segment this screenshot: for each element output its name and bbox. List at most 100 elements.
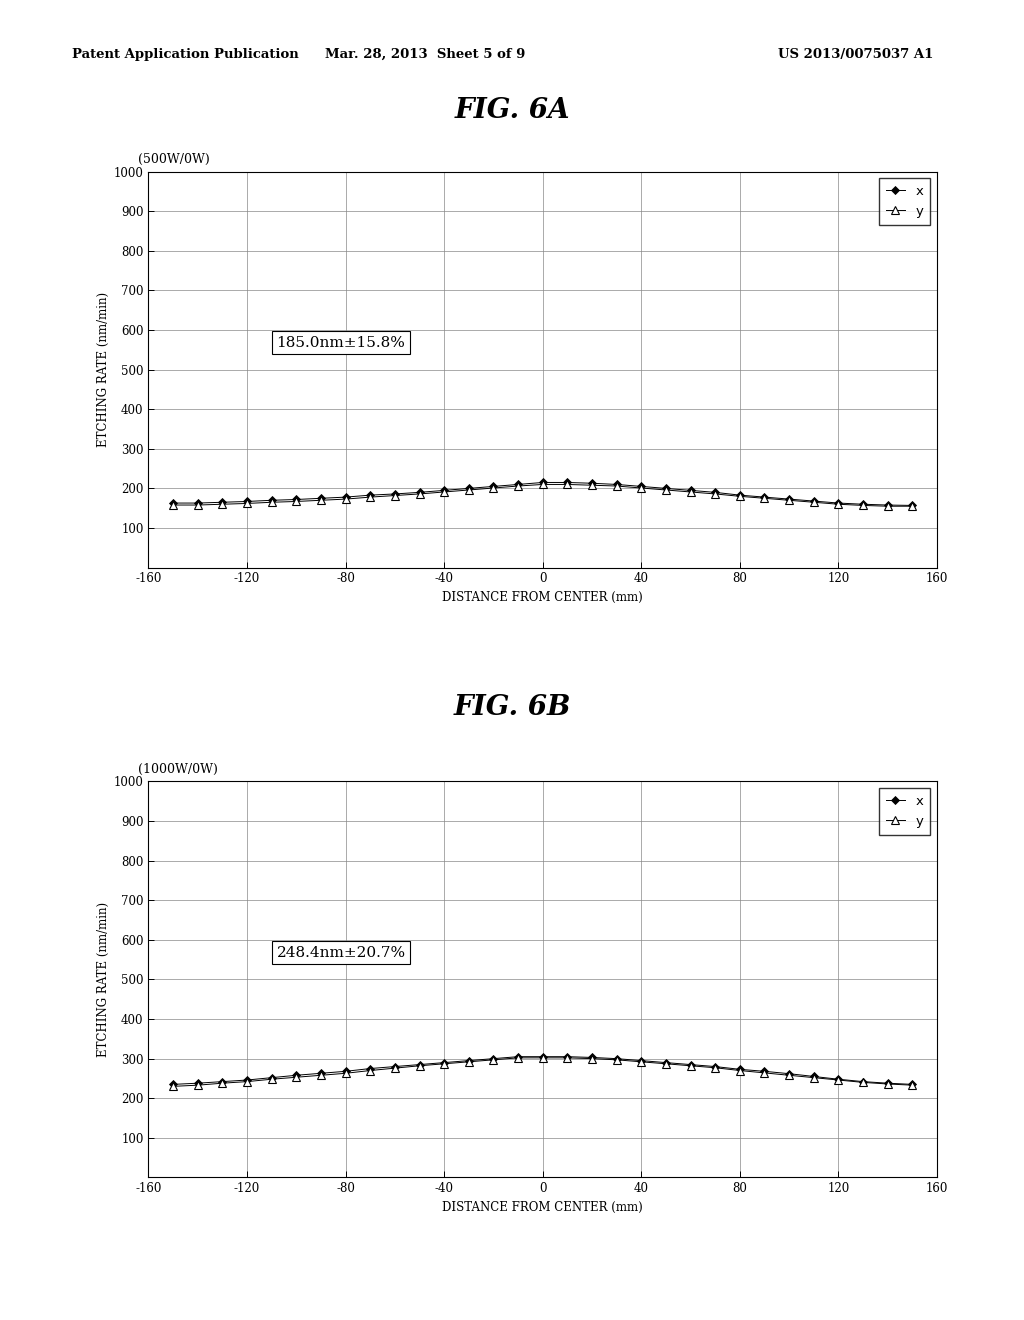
x: [759, 490, 771, 506]
x: [783, 1065, 796, 1081]
x: [414, 484, 426, 500]
x: [882, 1076, 894, 1092]
y: [709, 486, 721, 502]
Text: 185.0nm±15.8%: 185.0nm±15.8%: [276, 335, 406, 350]
y: [340, 1065, 352, 1081]
y: [167, 498, 179, 513]
x: [389, 1059, 401, 1074]
Text: (500W/0W): (500W/0W): [138, 153, 210, 166]
x: [487, 1051, 500, 1067]
x: [635, 1053, 647, 1069]
y: [808, 1069, 820, 1085]
y: [635, 480, 647, 496]
y: [241, 1073, 253, 1089]
x: [216, 494, 228, 510]
Text: FIG. 6B: FIG. 6B: [454, 694, 570, 721]
y: [783, 492, 796, 508]
y: [216, 496, 228, 512]
x: [314, 1065, 327, 1081]
Line: y: y: [169, 480, 916, 511]
y: [833, 496, 845, 512]
y: [537, 477, 549, 492]
y: [906, 1077, 919, 1093]
x: [191, 495, 204, 511]
x: [857, 1073, 869, 1089]
Legend: x, y: x, y: [879, 788, 931, 834]
x: [216, 1073, 228, 1089]
x: [537, 475, 549, 491]
y: [314, 1068, 327, 1084]
y: [882, 499, 894, 515]
x: [586, 1049, 598, 1065]
Line: x: x: [170, 479, 915, 508]
x: [561, 475, 573, 491]
y: [414, 1057, 426, 1073]
y: [438, 1056, 451, 1072]
x: [265, 492, 278, 508]
y: [389, 487, 401, 503]
x: [463, 1053, 475, 1069]
x: [314, 491, 327, 507]
y: [265, 494, 278, 510]
y: [857, 1074, 869, 1090]
x: [586, 475, 598, 491]
y: [414, 486, 426, 502]
y: [463, 482, 475, 498]
y: [759, 491, 771, 507]
y: [906, 499, 919, 515]
x: [561, 1048, 573, 1064]
y: [808, 494, 820, 510]
y: [537, 1049, 549, 1065]
y: [512, 478, 524, 494]
x: [241, 1072, 253, 1088]
y: [733, 488, 745, 504]
y: [167, 1078, 179, 1094]
Line: x: x: [170, 1053, 915, 1088]
x: [857, 496, 869, 512]
y: [241, 495, 253, 511]
x: [833, 495, 845, 511]
y: [586, 478, 598, 494]
x: [684, 1056, 696, 1072]
y: [659, 1056, 672, 1072]
x: [290, 491, 302, 507]
y: [487, 480, 500, 496]
x: [487, 479, 500, 495]
x: [808, 1069, 820, 1085]
x: [512, 477, 524, 492]
x: [191, 1076, 204, 1092]
x: [882, 498, 894, 513]
x: [241, 494, 253, 510]
x: [438, 1055, 451, 1071]
y: [191, 498, 204, 513]
y: [191, 1077, 204, 1093]
y: [857, 498, 869, 513]
y: [635, 1053, 647, 1069]
x: [709, 484, 721, 500]
x: [635, 479, 647, 495]
x: [340, 490, 352, 506]
x: [438, 483, 451, 499]
x: [709, 1059, 721, 1074]
x: [414, 1056, 426, 1072]
y: [882, 1076, 894, 1092]
Text: (1000W/0W): (1000W/0W): [138, 763, 218, 776]
y: [340, 491, 352, 507]
Y-axis label: ETCHING RATE (nm/min): ETCHING RATE (nm/min): [96, 902, 110, 1057]
y: [290, 494, 302, 510]
y: [833, 1072, 845, 1088]
x: [906, 1077, 919, 1093]
y: [610, 478, 623, 494]
y: [314, 492, 327, 508]
y: [216, 1076, 228, 1092]
X-axis label: DISTANCE FROM CENTER (mm): DISTANCE FROM CENTER (mm): [442, 591, 643, 605]
x: [365, 487, 377, 503]
x: [783, 491, 796, 507]
Y-axis label: ETCHING RATE (nm/min): ETCHING RATE (nm/min): [96, 292, 110, 447]
y: [733, 1063, 745, 1078]
x: [265, 1069, 278, 1085]
Text: Patent Application Publication: Patent Application Publication: [72, 48, 298, 61]
y: [759, 1065, 771, 1081]
x: [610, 477, 623, 492]
y: [659, 482, 672, 498]
